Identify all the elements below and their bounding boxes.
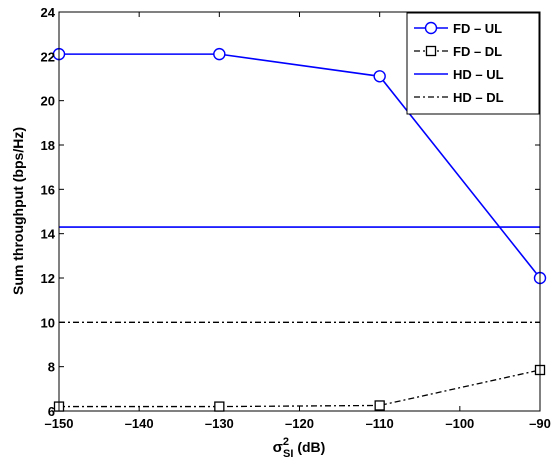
- x-axis-unit: (dB): [293, 439, 325, 455]
- legend-label-hd-ul: HD – UL: [453, 67, 504, 82]
- y-tick-label: 20: [41, 94, 55, 109]
- y-tick-label: 14: [41, 227, 56, 242]
- y-tick-label: 18: [41, 138, 55, 153]
- x-tick-label: –150: [45, 416, 74, 431]
- y-tick-label: 16: [41, 182, 55, 197]
- legend-label-hd-dl: HD – DL: [453, 90, 504, 105]
- legend-marker-fd-ul: [424, 21, 438, 35]
- y-tick-label: 8: [48, 360, 55, 375]
- x-tick-label: –110: [366, 416, 394, 431]
- legend-marker-fd-dl: [425, 45, 437, 57]
- x-tick-label: –100: [445, 416, 474, 431]
- x-axis-symbol: σ: [273, 439, 283, 456]
- y-tick-label: 22: [41, 49, 55, 64]
- data-point-fd-ul: [373, 70, 386, 83]
- data-point-fd-dl: [374, 400, 385, 411]
- data-point-fd-ul: [213, 47, 226, 61]
- x-axis-subscript: SI: [283, 448, 293, 460]
- x-axis-superscript: 2: [283, 436, 289, 448]
- x-axis-title: σ2 SI (dB): [273, 436, 326, 460]
- y-tick-label: 6: [48, 404, 55, 419]
- x-tick-label: –140: [125, 416, 154, 431]
- plot-frame: [58, 11, 541, 412]
- x-tick-label: –130: [205, 416, 234, 431]
- legend: FD – UL FD – DL HD – UL HD – DL: [406, 12, 540, 115]
- legend-label-fd-ul: FD – UL: [453, 21, 502, 36]
- y-tick-label: 12: [41, 271, 55, 286]
- x-tick-label: –90: [529, 416, 551, 431]
- legend-label-fd-dl: FD – DL: [453, 44, 502, 59]
- series-line-fd-ul: [59, 53, 541, 279]
- y-axis-title: Sum throughput (bps/Hz): [10, 127, 26, 295]
- y-tick-label: 24: [41, 5, 56, 20]
- data-point-fd-dl: [214, 401, 225, 412]
- tick-labels: –150 –140 –130 –120 –110 –100 –90 6 8 10 12 14 16 18 2…: [41, 5, 551, 431]
- x-tick-label: –120: [285, 416, 314, 431]
- series-line-fd-dl: [59, 369, 541, 408]
- y-tick-label: 10: [41, 315, 55, 330]
